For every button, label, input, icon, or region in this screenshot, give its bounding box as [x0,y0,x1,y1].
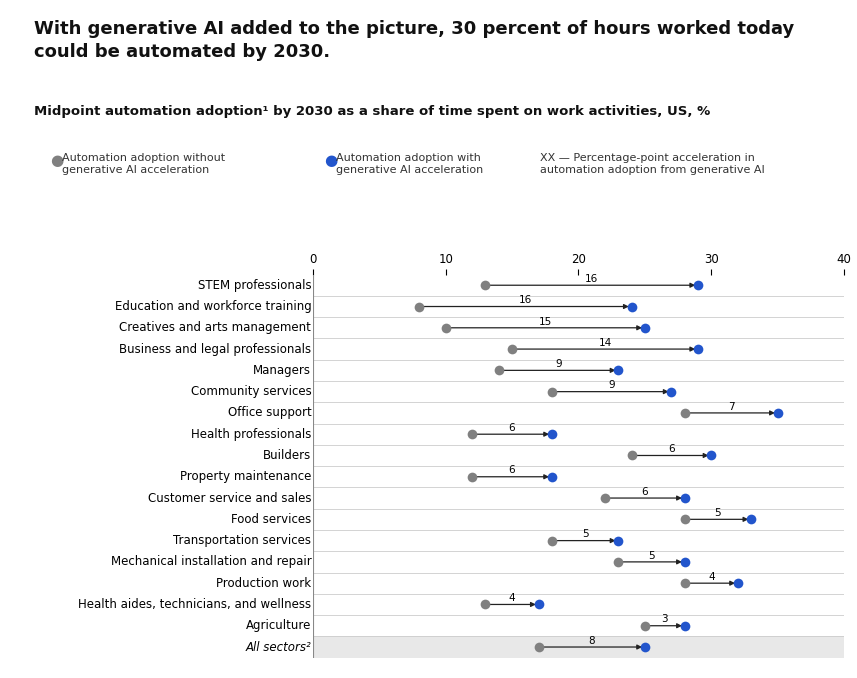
Text: Agriculture: Agriculture [246,619,311,633]
Text: Midpoint automation adoption¹ by 2030 as a share of time spent on work activitie: Midpoint automation adoption¹ by 2030 as… [34,105,710,118]
Text: With generative AI added to the picture, 30 percent of hours worked today
could : With generative AI added to the picture,… [34,20,794,61]
Text: Mechanical installation and repair: Mechanical installation and repair [111,555,311,568]
Text: Builders: Builders [263,449,311,462]
Text: ●: ● [324,153,337,167]
Text: Community services: Community services [190,385,311,398]
Text: Health aides, technicians, and wellness: Health aides, technicians, and wellness [78,598,311,611]
Text: Automation adoption without
generative AI acceleration: Automation adoption without generative A… [62,153,225,175]
Text: Production work: Production work [216,577,311,590]
Text: 3: 3 [662,614,668,624]
Text: 5: 5 [582,530,589,539]
Text: ●: ● [50,153,63,167]
Text: Business and legal professionals: Business and legal professionals [119,342,311,355]
Text: Health professionals: Health professionals [191,428,311,441]
Text: 7: 7 [728,401,734,412]
Text: 9: 9 [555,359,562,369]
Text: 4: 4 [509,593,515,603]
Text: 16: 16 [518,295,532,305]
Text: 14: 14 [598,338,612,348]
Text: 6: 6 [668,444,674,454]
Text: 16: 16 [585,274,598,284]
Text: 5: 5 [715,508,722,518]
Text: 6: 6 [509,423,515,433]
Text: 4: 4 [708,572,715,582]
Text: Education and workforce training: Education and workforce training [115,300,311,313]
Text: Office support: Office support [228,406,311,420]
Text: Customer service and sales: Customer service and sales [147,492,311,504]
Text: Managers: Managers [254,364,311,377]
Text: 8: 8 [589,636,595,645]
Text: 9: 9 [608,380,615,391]
Text: 6: 6 [642,487,648,497]
Text: Food services: Food services [231,513,311,526]
Text: 15: 15 [539,317,552,327]
Bar [313,637,844,658]
Text: Transportation services: Transportation services [173,534,311,547]
Text: 6: 6 [509,466,515,475]
Text: XX — Percentage-point acceleration in
automation adoption from generative AI: XX — Percentage-point acceleration in au… [540,153,764,175]
Text: All sectors²: All sectors² [246,641,311,654]
Text: Automation adoption with
generative AI acceleration: Automation adoption with generative AI a… [336,153,483,175]
Text: Creatives and arts management: Creatives and arts management [119,321,311,334]
Text: 5: 5 [648,551,655,561]
Text: STEM professionals: STEM professionals [198,279,311,292]
Text: Property maintenance: Property maintenance [180,471,311,483]
